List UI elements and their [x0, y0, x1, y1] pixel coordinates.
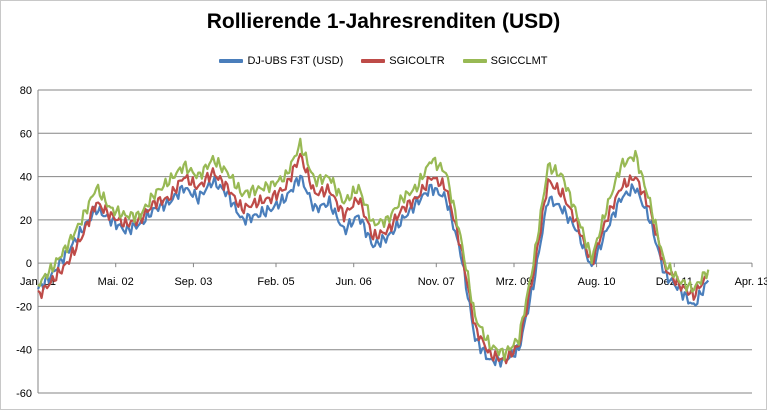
series-line-2 [37, 137, 710, 362]
x-tick-label: Apr. 13 [735, 276, 767, 288]
y-tick-label: 0 [26, 258, 32, 270]
y-tick-label: -20 [16, 301, 32, 313]
legend-label-dj-ubs: DJ-UBS F3T (USD) [247, 55, 344, 67]
series-line-0 [36, 174, 710, 368]
y-tick-label: 60 [20, 128, 32, 140]
legend-item-sgicclmt: SGICCLMT [462, 55, 548, 67]
series-line-1 [37, 152, 709, 365]
legend-label-sgicclmt: SGICCLMT [490, 55, 548, 67]
chart-legend: DJ-UBS F3T (USD) SGICOLTR SGICCLMT [0, 55, 767, 67]
x-tick-label: Aug. 10 [578, 276, 616, 288]
legend-item-dj-ubs: DJ-UBS F3T (USD) [219, 55, 343, 67]
legend-swatch-dj-ubs [219, 59, 244, 63]
legend-swatch-sgicoltr [361, 59, 386, 63]
x-tick-label: Mrz. 09 [496, 276, 533, 288]
y-tick-label: 80 [20, 85, 32, 97]
legend-item-sgicoltr: SGICOLTR [361, 55, 445, 67]
y-tick-label: 20 [20, 215, 32, 227]
legend-swatch-sgicclmt [462, 59, 487, 63]
chart-title: Rollierende 1-Jahresrenditen (USD) [206, 10, 561, 33]
y-tick-label: -60 [16, 388, 32, 400]
x-tick-label: Jun. 06 [336, 276, 372, 288]
x-tick-label: Feb. 05 [257, 276, 294, 288]
x-tick-label: Mai. 02 [98, 276, 134, 288]
x-tick-label: Nov. 07 [418, 276, 455, 288]
x-tick-label: Sep. 03 [174, 276, 212, 288]
y-tick-label: 40 [20, 172, 32, 184]
y-tick-label: -40 [16, 345, 32, 357]
legend-label-sgicoltr: SGICOLTR [389, 55, 445, 67]
